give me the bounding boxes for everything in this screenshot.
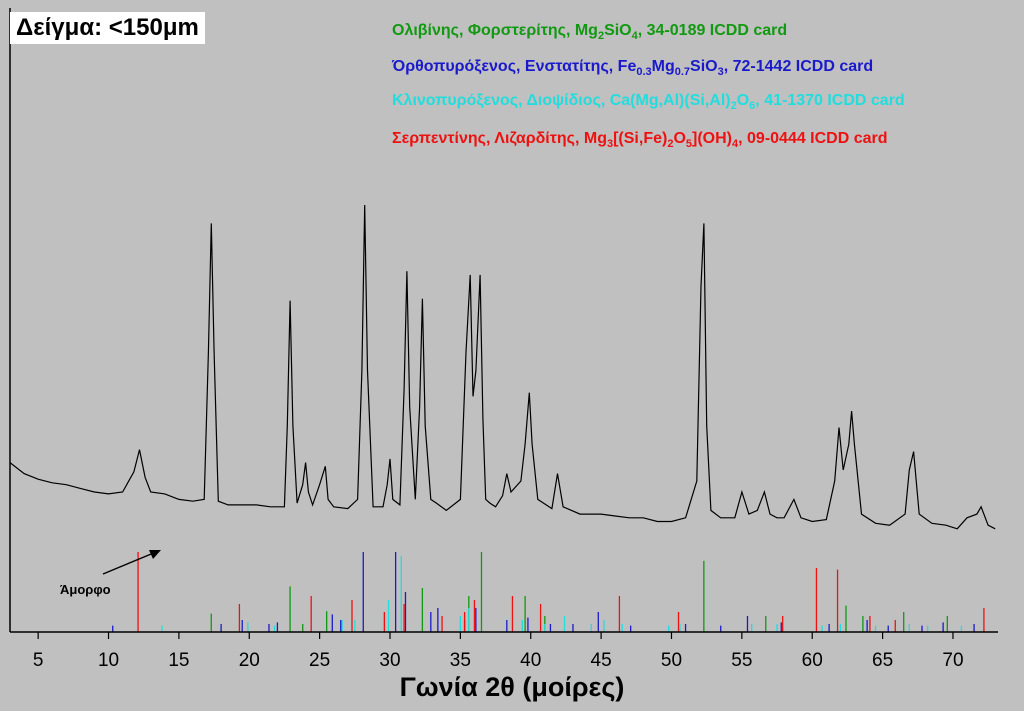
legend-subscript: 5 — [685, 138, 693, 150]
reference-sticks — [112, 552, 985, 632]
legend-text: O — [736, 92, 750, 109]
legend-subscript: 2 — [597, 30, 605, 42]
x-tick-label: 60 — [802, 650, 823, 671]
legend-text: Κλινοπυρόξενος, Διοψίδιος, Ca(Mg,Al)(Si,… — [392, 92, 731, 109]
amorphous-annotation: Άμορφο — [60, 550, 161, 597]
x-tick-label: 25 — [309, 650, 330, 671]
amorphous-arrowhead — [149, 550, 161, 559]
legend-entry-clinopyroxene: Κλινοπυρόξενος, Διοψίδιος, Ca(Mg,Al)(Si,… — [392, 92, 905, 112]
legend-text: , 09-0444 ICDD card — [738, 130, 888, 147]
legend-subscript: 6 — [749, 100, 756, 112]
legend-text: , 41-1370 ICDD card — [755, 92, 905, 109]
x-tick-label: 30 — [379, 650, 400, 671]
legend-subscript: 0.3 — [636, 66, 652, 78]
x-axis-ticks: 5 10 15 20 25 30 35 40 45 50 55 60 65 70 — [33, 632, 964, 671]
x-tick-label: 35 — [450, 650, 471, 671]
amorphous-arrow — [102, 551, 157, 575]
reference-card-2 — [161, 556, 963, 632]
legend-text: Mg — [651, 58, 675, 75]
x-tick-label: 15 — [168, 650, 189, 671]
x-tick-label: 65 — [872, 650, 893, 671]
diffraction-pattern-line — [9, 204, 996, 530]
amorphous-label: Άμορφο — [60, 582, 111, 597]
x-tick-label: 50 — [661, 650, 682, 671]
legend-text: , 34-0189 ICDD card — [637, 22, 788, 39]
x-tick-label: 10 — [98, 650, 119, 671]
chart-title: Δείγμα: <150μm — [10, 12, 205, 44]
legend-text: Όρθοπυρόξενος, Ενστατίτης, Fe — [392, 58, 637, 75]
x-tick-label: 55 — [731, 650, 752, 671]
reference-card-1 — [112, 552, 975, 632]
legend-subscript: 0.7 — [674, 66, 691, 78]
legend-subscript: 4 — [732, 138, 739, 150]
legend-subscript: 3 — [606, 138, 614, 150]
x-tick-label: 20 — [239, 650, 260, 671]
legend-subscript: 2 — [730, 100, 737, 112]
legend-text: SiO — [690, 58, 718, 75]
legend-text: , 72-1442 ICDD card — [723, 58, 874, 75]
x-axis-title: Γωνία 2θ (μοίρες) — [399, 672, 625, 702]
legend-text: SiO — [604, 22, 632, 39]
x-tick-label: 45 — [591, 650, 612, 671]
legend-text: O — [673, 130, 686, 147]
legend-text: Ολιβίνης, Φορστερίτης, Mg — [392, 22, 598, 39]
x-tick-label: 5 — [33, 650, 44, 671]
legend-subscript: 2 — [667, 138, 674, 150]
legend-text: Σερπεντίνης, Λιζαρδίτης, Mg — [392, 130, 607, 147]
legend-entry-olivine: Ολιβίνης, Φορστερίτης, Mg2SiO4, 34-0189 … — [392, 22, 788, 42]
reference-card-3 — [137, 552, 985, 632]
legend-entry-orthopyroxene: Όρθοπυρόξενος, Ενστατίτης, Fe0.3Mg0.7SiO… — [392, 58, 874, 78]
x-tick-label: 70 — [942, 650, 963, 671]
legend-text: [(Si,Fe) — [613, 130, 668, 147]
x-tick-label: 40 — [520, 650, 541, 671]
legend-subscript: 3 — [717, 66, 724, 78]
legend-text: ](OH) — [692, 130, 732, 147]
legend-entry-serpentine: Σερπεντίνης, Λιζαρδίτης, Mg3[(Si,Fe)2O5]… — [392, 130, 888, 150]
legend-subscript: 4 — [631, 30, 638, 42]
